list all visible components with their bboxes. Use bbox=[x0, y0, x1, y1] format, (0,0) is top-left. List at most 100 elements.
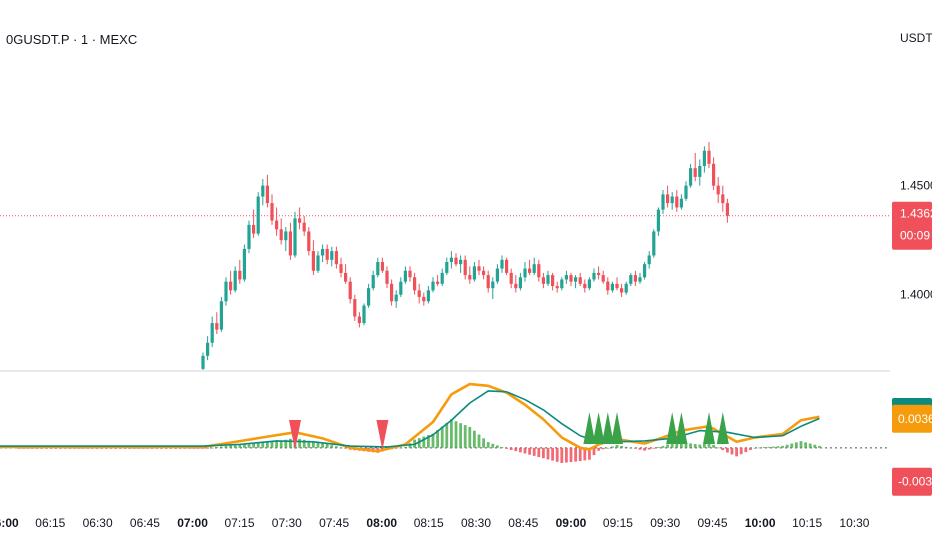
candle-body bbox=[385, 270, 389, 284]
candle-body bbox=[698, 166, 702, 177]
histogram-bar bbox=[611, 446, 614, 448]
candle bbox=[721, 185, 725, 212]
candle bbox=[215, 312, 219, 334]
candle bbox=[495, 264, 499, 284]
time-tick-label: 08:00 bbox=[366, 516, 397, 530]
candle-body bbox=[219, 301, 223, 330]
candle-body bbox=[592, 272, 596, 280]
candle bbox=[353, 294, 357, 321]
candle-body bbox=[684, 185, 688, 199]
histogram-bar bbox=[629, 447, 633, 449]
histogram-bar bbox=[109, 447, 113, 449]
countdown-label: 00:09 bbox=[900, 229, 930, 243]
candle bbox=[311, 240, 315, 276]
indicator-value-label: -0.0037 bbox=[898, 475, 932, 489]
histogram-bar bbox=[206, 447, 209, 449]
candle bbox=[486, 270, 490, 293]
candle bbox=[679, 194, 683, 210]
candle-body bbox=[344, 272, 348, 282]
candle-body bbox=[514, 283, 518, 289]
candle bbox=[298, 207, 302, 230]
candle-body bbox=[210, 323, 214, 343]
candle bbox=[725, 198, 729, 223]
price-tick-label: 1.4000 bbox=[900, 288, 932, 302]
candle-body bbox=[302, 222, 306, 232]
histogram-bar bbox=[703, 443, 706, 448]
histogram-bar bbox=[210, 447, 214, 449]
candle-body bbox=[546, 275, 550, 284]
candle bbox=[652, 229, 656, 258]
candle-body bbox=[656, 209, 660, 232]
candle-body bbox=[468, 275, 472, 280]
histogram-bar bbox=[266, 442, 269, 448]
candle-body bbox=[380, 262, 384, 271]
candle bbox=[597, 266, 601, 280]
histogram-bar bbox=[735, 447, 738, 457]
time-axis[interactable]: 06:00 06:15 06:30 06:45 07:00 07:15 07:30 07:45… bbox=[0, 516, 870, 530]
histogram-bar bbox=[804, 442, 807, 448]
histogram-bar bbox=[197, 447, 200, 449]
candle-body bbox=[702, 150, 706, 166]
candle-body bbox=[454, 257, 458, 265]
candle bbox=[560, 277, 564, 291]
candle-body bbox=[675, 196, 679, 208]
histogram-bar bbox=[583, 447, 587, 461]
candle-body bbox=[311, 251, 315, 271]
histogram-bar bbox=[31, 447, 35, 449]
histogram-bar bbox=[739, 447, 743, 455]
histogram-bar bbox=[707, 442, 711, 448]
histogram-bar bbox=[45, 447, 48, 449]
candle bbox=[390, 279, 394, 306]
histogram-bar bbox=[275, 441, 278, 448]
candle bbox=[408, 266, 412, 282]
histogram-bar bbox=[652, 447, 656, 449]
histogram-bar bbox=[17, 447, 21, 449]
candle-body bbox=[390, 283, 394, 302]
histogram-bar bbox=[417, 438, 421, 448]
candle bbox=[385, 266, 389, 289]
histogram-bar bbox=[574, 447, 577, 462]
histogram-bar bbox=[151, 447, 154, 449]
histogram-bar bbox=[307, 440, 311, 448]
candle-body bbox=[670, 196, 674, 204]
candle-body bbox=[509, 272, 513, 284]
histogram-bar bbox=[560, 447, 564, 463]
last-price-label: 1.4362 bbox=[900, 207, 932, 221]
candle-body bbox=[206, 342, 210, 356]
histogram-bar bbox=[178, 447, 182, 449]
candle-body bbox=[215, 323, 219, 330]
price-axis[interactable]: 1.45001.40001.436200:090.00730.0036-0.00… bbox=[892, 179, 932, 496]
candle bbox=[620, 283, 624, 297]
candle bbox=[339, 257, 343, 278]
histogram-bar bbox=[542, 447, 545, 459]
histogram-bar bbox=[505, 447, 508, 449]
histogram-bar bbox=[666, 444, 669, 448]
candle-body bbox=[284, 231, 288, 241]
candle bbox=[242, 244, 246, 282]
histogram-bar bbox=[427, 435, 430, 448]
candle-body bbox=[615, 283, 619, 289]
histogram-bar bbox=[620, 445, 623, 448]
histogram-bar bbox=[767, 446, 771, 448]
histogram-bar bbox=[762, 447, 766, 448]
candle-body bbox=[532, 264, 536, 273]
candle bbox=[288, 222, 292, 260]
histogram-bar bbox=[284, 439, 288, 448]
histogram-bar bbox=[638, 447, 642, 450]
histogram-bar bbox=[578, 447, 582, 462]
histogram-bar bbox=[813, 444, 817, 448]
time-tick-label: 07:00 bbox=[177, 516, 208, 530]
candle bbox=[587, 277, 591, 291]
histogram-bar bbox=[726, 447, 729, 453]
candle-body bbox=[661, 194, 665, 210]
histogram-bar bbox=[785, 444, 789, 448]
candle-body bbox=[486, 275, 490, 289]
candle bbox=[716, 176, 720, 204]
candle bbox=[684, 181, 688, 201]
histogram-bar bbox=[588, 447, 591, 460]
histogram-bar bbox=[169, 447, 173, 449]
histogram-bar bbox=[818, 445, 821, 448]
time-tick-label: 10:15 bbox=[792, 516, 822, 530]
candle bbox=[275, 207, 279, 236]
candle-body bbox=[537, 264, 541, 278]
